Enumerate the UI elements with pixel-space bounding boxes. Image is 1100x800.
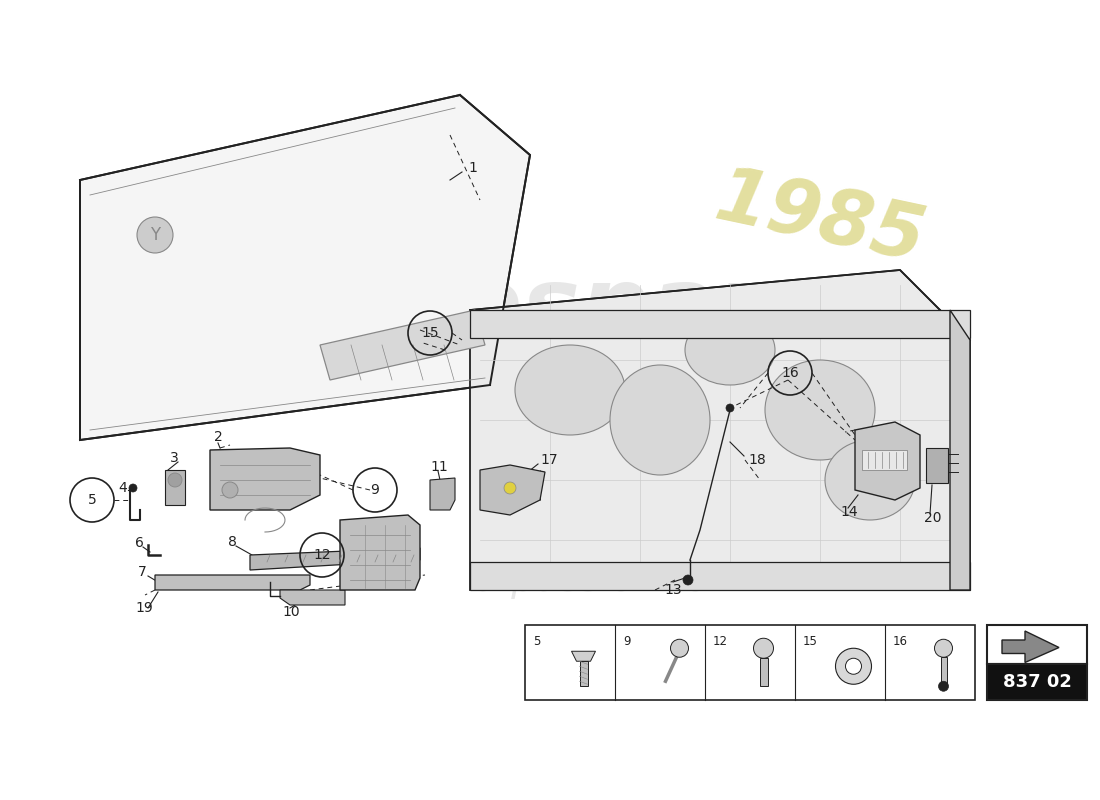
Text: 12: 12: [713, 635, 728, 648]
Polygon shape: [210, 448, 320, 510]
Bar: [926, 448, 948, 483]
Circle shape: [836, 648, 871, 684]
Bar: [580, 662, 587, 686]
Bar: [470, 562, 970, 590]
Circle shape: [846, 658, 861, 674]
Circle shape: [504, 482, 516, 494]
Bar: [759, 658, 768, 686]
Circle shape: [935, 639, 953, 658]
Text: 13: 13: [664, 583, 682, 597]
Bar: [987, 664, 1087, 700]
Text: 3: 3: [170, 451, 178, 465]
Bar: [165, 470, 185, 505]
Text: 9: 9: [623, 635, 630, 648]
Circle shape: [671, 639, 689, 658]
Circle shape: [938, 682, 948, 691]
Polygon shape: [320, 310, 485, 380]
Text: 5: 5: [88, 493, 97, 507]
Circle shape: [754, 638, 773, 658]
Text: 7: 7: [138, 565, 146, 579]
Bar: [470, 310, 970, 338]
Ellipse shape: [685, 315, 775, 385]
Polygon shape: [480, 465, 544, 515]
Text: 8: 8: [228, 535, 236, 549]
Text: 11: 11: [430, 460, 448, 474]
Text: 16: 16: [893, 635, 907, 648]
Text: a passion for: a passion for: [475, 561, 725, 599]
Polygon shape: [340, 515, 420, 590]
Text: 15: 15: [803, 635, 818, 648]
Text: 10: 10: [282, 605, 299, 619]
Text: 6: 6: [135, 536, 144, 550]
Bar: [862, 450, 907, 470]
Text: Y: Y: [150, 226, 161, 244]
Ellipse shape: [825, 440, 915, 520]
Polygon shape: [572, 651, 595, 662]
Polygon shape: [250, 548, 420, 570]
Circle shape: [129, 484, 138, 492]
Polygon shape: [855, 422, 920, 500]
Text: eurospares: eurospares: [273, 263, 888, 357]
Circle shape: [683, 575, 693, 585]
Text: 17: 17: [540, 453, 558, 467]
Text: 14: 14: [840, 505, 858, 519]
Polygon shape: [80, 95, 530, 440]
Circle shape: [726, 404, 734, 412]
Text: 9: 9: [371, 483, 380, 497]
Text: 4: 4: [118, 481, 127, 495]
Text: 15: 15: [421, 326, 439, 340]
Text: 18: 18: [748, 453, 766, 467]
Bar: [987, 625, 1087, 664]
Bar: [940, 658, 946, 686]
Bar: [525, 625, 975, 700]
Text: 2: 2: [213, 430, 222, 444]
Circle shape: [138, 217, 173, 253]
Text: 5: 5: [534, 635, 540, 648]
Circle shape: [222, 482, 238, 498]
Polygon shape: [430, 478, 455, 510]
Polygon shape: [470, 270, 970, 590]
Ellipse shape: [610, 365, 710, 475]
Polygon shape: [950, 310, 970, 590]
Ellipse shape: [515, 345, 625, 435]
Text: 837 02: 837 02: [1002, 673, 1071, 691]
Text: 19: 19: [135, 601, 153, 615]
Text: 12: 12: [314, 548, 331, 562]
Ellipse shape: [764, 360, 875, 460]
Text: 1985: 1985: [708, 162, 932, 278]
Circle shape: [168, 473, 182, 487]
Polygon shape: [280, 590, 345, 605]
Text: 20: 20: [924, 511, 942, 525]
Text: 16: 16: [781, 366, 799, 380]
Polygon shape: [1002, 631, 1059, 662]
Text: 1: 1: [468, 161, 477, 175]
Polygon shape: [155, 575, 310, 590]
